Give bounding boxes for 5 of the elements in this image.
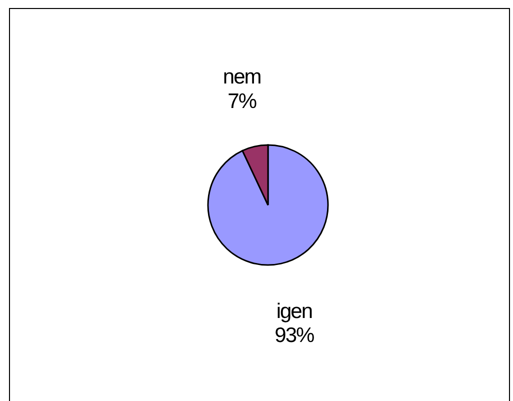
pie-slice xyxy=(207,144,329,266)
slice-label: nem xyxy=(222,66,262,89)
slice-label: igen xyxy=(276,300,312,323)
data-label: 7% xyxy=(228,90,256,113)
data-label: 93% xyxy=(274,324,314,348)
